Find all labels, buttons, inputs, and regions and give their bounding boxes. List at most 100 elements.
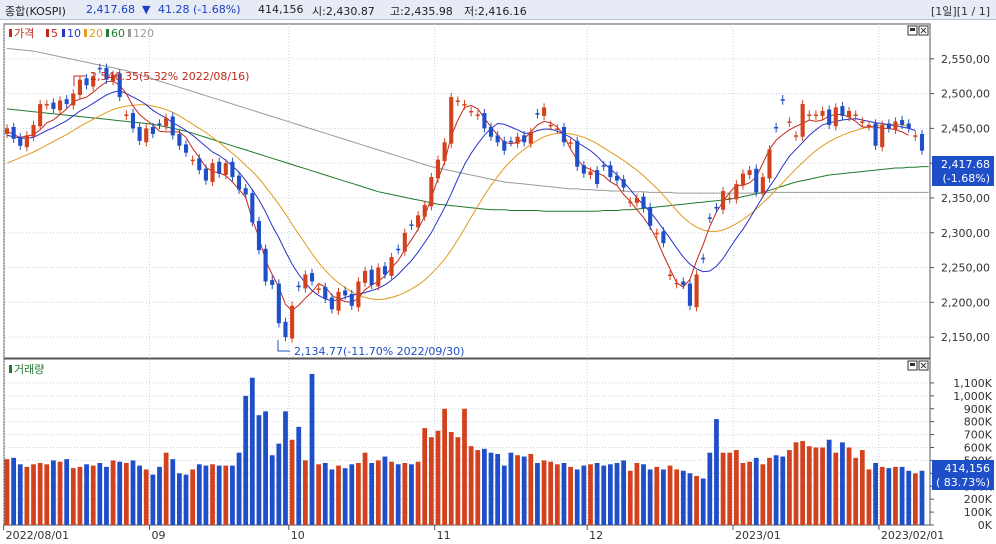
candle-body [740, 173, 746, 186]
volume-tick-label: 600K [964, 442, 993, 455]
candle-body [382, 266, 387, 275]
candle-body [634, 197, 639, 203]
volume-bar [283, 411, 288, 525]
candle-body [362, 271, 368, 283]
page-indicator[interactable]: [1일][1 / 1] [931, 5, 990, 18]
candle-body [880, 124, 885, 148]
volume-bar [409, 464, 414, 525]
volume-bar [196, 464, 202, 525]
candle-body [886, 123, 891, 129]
candle-body [787, 121, 792, 123]
volume-bar [468, 446, 474, 525]
volume-bar [680, 470, 686, 525]
candle-body [38, 104, 43, 127]
candle-body [343, 290, 348, 296]
volume-bar [4, 459, 10, 525]
volume-bar [541, 460, 547, 525]
volume-bar [442, 408, 447, 525]
candle-body [707, 217, 712, 219]
ma20-line [6, 104, 909, 301]
volume-bar [448, 432, 454, 525]
candle-body [18, 137, 23, 146]
candle-body [581, 165, 586, 174]
current-volume-box-pct: ( 83.73%) [936, 476, 990, 489]
legend-ma20: 20 [89, 27, 103, 40]
candle-body [435, 159, 441, 179]
candle-body [396, 248, 401, 251]
volume-bar [422, 428, 428, 525]
candle-body [575, 140, 580, 167]
volume-bar [813, 447, 819, 525]
volume-bar [714, 419, 719, 525]
candle-body [455, 100, 460, 103]
volume-bar [661, 469, 666, 525]
candle-body [462, 104, 467, 106]
volume-bar [800, 441, 806, 525]
down-arrow-icon: ▼ [142, 3, 151, 16]
candle-body [97, 67, 102, 70]
high-price: 고:2,435.98 [390, 5, 453, 18]
candle-body [906, 123, 911, 129]
candle-body [429, 177, 434, 207]
candle-body [847, 110, 852, 118]
volume-panel-controls[interactable] [907, 360, 929, 371]
volume-value: 414,156 [258, 3, 304, 16]
candle-body [502, 140, 507, 151]
volume-bar [508, 452, 514, 525]
volume-bar [349, 464, 355, 525]
candle-body [323, 287, 328, 299]
volume-bar [760, 464, 766, 525]
volume-bar [475, 450, 481, 525]
volume-bar [594, 463, 600, 525]
volume-tick-label: 1,100K [953, 377, 992, 390]
volume-bar [893, 466, 898, 525]
price-tick-label: 2,150,00 [941, 331, 990, 344]
volume-bar [886, 468, 892, 525]
volume-bar [588, 464, 593, 525]
price-tick-label: 2,350,00 [941, 192, 990, 205]
volume-bar [720, 452, 726, 525]
volume-bar [163, 452, 169, 525]
volume-tick-label: 900K [964, 403, 993, 416]
candle-body [482, 113, 487, 129]
volume-bar [269, 455, 275, 525]
price-tick-label: 2,300,00 [941, 227, 990, 240]
volume-bar [561, 463, 567, 525]
volume-bar [296, 426, 302, 525]
candle-body [608, 165, 613, 178]
candle-body [283, 321, 288, 338]
candle-body [296, 285, 301, 288]
low-annotation-label: 2,134.77(-11.70% 2022/09/30) [294, 345, 464, 358]
volume-bar [77, 466, 83, 525]
ma120-path [6, 47, 929, 194]
price-tick-label: 2,250,00 [941, 262, 990, 275]
volume-bar [462, 408, 467, 525]
candle-body [714, 207, 719, 209]
current-price: 2,417.68 [86, 3, 135, 16]
candle-body [866, 124, 872, 127]
candle-body [183, 144, 189, 153]
volume-bar [130, 460, 136, 525]
candle-body [111, 74, 116, 82]
volume-bar [674, 469, 680, 525]
candle-body [747, 170, 752, 175]
open-price: 시:2,430.87 [312, 5, 375, 18]
candle-body [316, 288, 321, 290]
candle-body [217, 161, 222, 174]
volume-bar [309, 373, 315, 525]
volume-bar [322, 463, 328, 525]
candle-body [276, 283, 281, 324]
candle-body [197, 158, 202, 171]
candle-body [661, 231, 666, 244]
candle-body [124, 114, 129, 116]
volume-bar [236, 452, 242, 525]
candle-body [488, 126, 494, 137]
volume-bar [515, 455, 520, 525]
volume-bar [375, 460, 381, 525]
candle-body [548, 124, 553, 127]
volume-bar [879, 466, 885, 525]
volume-bar [634, 463, 640, 525]
price-panel-controls[interactable] [907, 25, 929, 36]
volume-bar [369, 463, 375, 525]
candle-body [860, 121, 865, 123]
